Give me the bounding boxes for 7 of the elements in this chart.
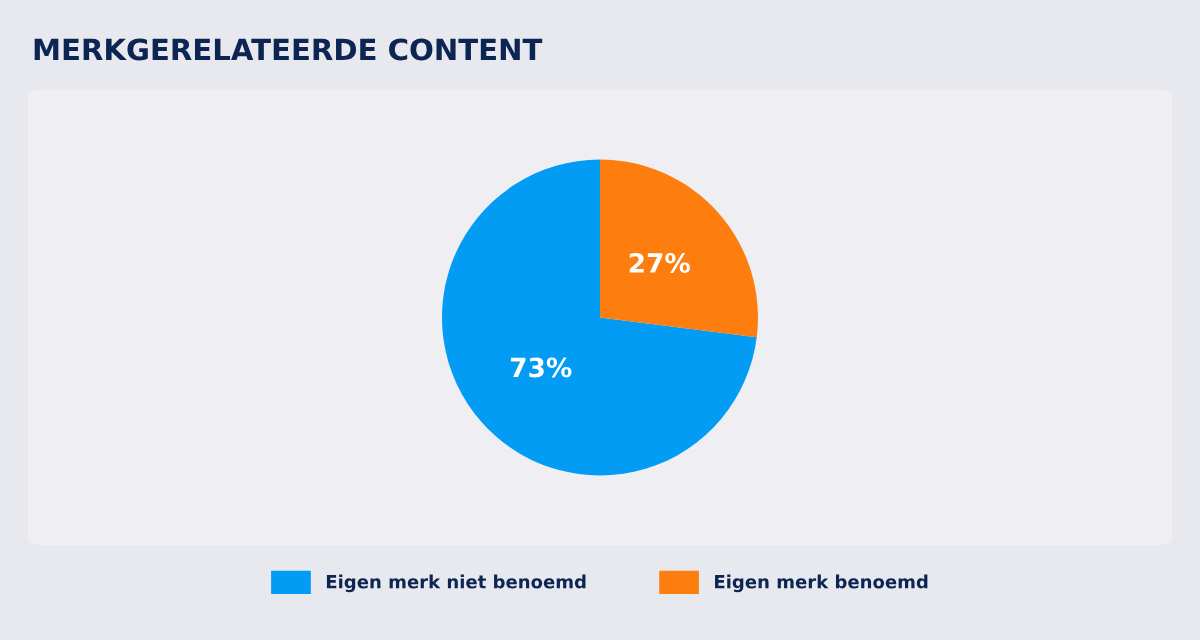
pie-slice bbox=[442, 159, 757, 476]
legend-label: Eigen merk niet benoemd bbox=[326, 574, 586, 593]
pie-slice bbox=[600, 159, 758, 338]
data-label: 73% bbox=[510, 357, 572, 378]
legend-label: Eigen merk benoemd bbox=[715, 574, 928, 593]
data-label: 27% bbox=[629, 252, 690, 273]
chart-title: MERKGERELATEERDE CONTENT bbox=[34, 38, 543, 61]
